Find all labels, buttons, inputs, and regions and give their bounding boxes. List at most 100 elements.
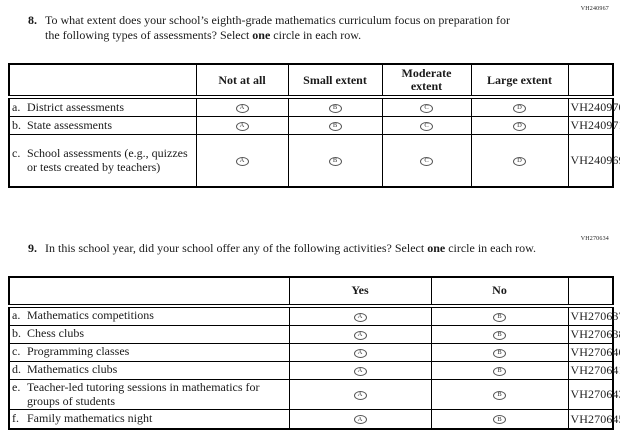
answer-cell-no: B	[430, 409, 569, 430]
assessment-header-moderate-extent: Moderate extent	[381, 63, 472, 100]
answer-cell-no: B	[430, 360, 569, 380]
table-row-state-assessments: b. State assessments A B C D VH240971	[8, 116, 620, 136]
row-letter: e.	[12, 379, 21, 394]
row-letter: c.	[12, 344, 21, 359]
row-label: Teacher-led tutoring sessions in mathema…	[27, 379, 260, 408]
option-bubble-no[interactable]: B	[493, 330, 506, 340]
option-bubble-b[interactable]: B	[328, 156, 342, 166]
row-label-cell: f. Family mathematics night	[8, 409, 290, 430]
row-label: District assessments	[27, 99, 124, 114]
activities-header-empty	[8, 276, 290, 308]
table-row-mathematics-clubs: d. Mathematics clubs A B VH270641	[8, 360, 620, 380]
answer-cell-moderate-extent: C	[381, 96, 472, 118]
question-9-text: In this school year, did your school off…	[45, 241, 536, 256]
option-bubble-c[interactable]: C	[420, 156, 433, 166]
question-8-bold-one: one	[252, 27, 271, 42]
assessment-extent-table: Not at all Small extent Moderate extent …	[8, 63, 620, 188]
row-label-cell: c. School assessments (e.g., quizzes or t…	[8, 134, 197, 188]
option-bubble-no[interactable]: B	[493, 348, 506, 358]
question-9-form-code: VH270634	[580, 235, 609, 242]
questionnaire-page: { "q8": { "code": "VH240967", "number": …	[0, 6, 620, 446]
row-label-cell: d. Mathematics clubs	[8, 360, 290, 380]
option-bubble-no[interactable]: B	[493, 312, 506, 322]
question-8-text-part1: To what extent does your school’s eighth…	[45, 13, 511, 42]
question-9-bold-one: one	[427, 240, 446, 255]
row-form-code: VH270637	[567, 305, 620, 326]
option-bubble-b[interactable]: B	[328, 104, 342, 113]
option-bubble-d[interactable]: D	[513, 104, 526, 113]
option-bubble-a[interactable]: A	[235, 104, 249, 113]
table-row-chess-clubs: b. Chess clubs A B VH270638	[8, 324, 620, 344]
option-bubble-yes[interactable]: A	[353, 348, 367, 358]
question-9-number: 9.	[28, 240, 37, 255]
answer-cell-not-at-all: A	[195, 116, 289, 136]
table-row-district-assessments: a. District assessments A B C D VH240970	[8, 96, 620, 118]
row-form-code: VH270638	[567, 324, 620, 344]
question-9-text-part1: In this school year, did your school off…	[45, 240, 428, 255]
option-bubble-yes[interactable]: A	[353, 390, 367, 400]
row-form-code: VH270643	[567, 378, 620, 411]
activities-table-header-row: Yes No	[8, 276, 614, 308]
answer-cell-not-at-all: A	[195, 134, 289, 188]
option-bubble-no[interactable]: B	[493, 366, 506, 376]
activities-header-yes: Yes	[288, 276, 432, 308]
row-letter: a.	[12, 99, 21, 114]
table-row-family-mathematics-night: f. Family mathematics night A B VH270645	[8, 409, 620, 430]
assessment-header-not-at-all: Not at all	[195, 63, 289, 100]
row-letter: b.	[12, 117, 21, 132]
option-bubble-d[interactable]: D	[513, 122, 526, 131]
answer-cell-no: B	[430, 305, 569, 326]
option-bubble-yes[interactable]: A	[353, 312, 367, 322]
row-label: Mathematics competitions	[27, 308, 154, 323]
row-label: School assessments (e.g., quizzes or tes…	[27, 145, 188, 174]
answer-cell-large-extent: D	[470, 116, 569, 136]
row-letter: c.	[12, 145, 21, 160]
option-bubble-c[interactable]: C	[420, 122, 433, 131]
answer-cell-yes: A	[288, 360, 432, 380]
answer-cell-not-at-all: A	[195, 96, 289, 118]
activities-header-no: No	[430, 276, 569, 308]
option-bubble-a[interactable]: A	[235, 156, 249, 166]
option-bubble-yes[interactable]: A	[353, 330, 367, 340]
answer-cell-yes: A	[288, 409, 432, 430]
row-letter: f.	[12, 411, 19, 426]
answer-cell-no: B	[430, 342, 569, 362]
answer-cell-moderate-extent: C	[381, 134, 472, 188]
table-row-mathematics-competitions: a. Mathematics competitions A B VH270637	[8, 305, 620, 326]
table-row-teacher-led-tutoring: e. Teacher-led tutoring sessions in mathe…	[8, 378, 620, 411]
assessment-header-large-extent: Large extent	[470, 63, 569, 100]
question-8-text-part2: circle in each row.	[270, 27, 362, 42]
answer-cell-large-extent: D	[470, 96, 569, 118]
assessment-table-header-row: Not at all Small extent Moderate extent …	[8, 63, 614, 100]
answer-cell-small-extent: B	[287, 116, 383, 136]
answer-cell-moderate-extent: C	[381, 116, 472, 136]
answer-cell-small-extent: B	[287, 134, 383, 188]
option-bubble-no[interactable]: B	[493, 390, 506, 400]
row-letter: a.	[12, 308, 21, 323]
row-letter: d.	[12, 362, 21, 377]
option-bubble-a[interactable]: A	[235, 122, 249, 131]
option-bubble-no[interactable]: B	[493, 415, 506, 425]
option-bubble-b[interactable]: B	[328, 122, 342, 131]
option-bubble-yes[interactable]: A	[353, 415, 367, 425]
row-form-code: VH270640	[567, 342, 620, 362]
row-label-cell: b. Chess clubs	[8, 324, 290, 344]
assessment-header-empty	[8, 63, 197, 100]
row-label: Mathematics clubs	[27, 362, 118, 377]
row-label: Chess clubs	[27, 326, 84, 341]
row-form-code: VH240970	[567, 96, 620, 118]
row-label-cell: c. Programming classes	[8, 342, 290, 362]
question-8-text: To what extent does your school’s eighth…	[45, 13, 513, 42]
question-9: VH270634 9. In this school year, did you…	[28, 236, 620, 256]
option-bubble-d[interactable]: D	[513, 156, 526, 166]
row-letter: b.	[12, 326, 21, 341]
table-row-programming-classes: c. Programming classes A B VH270640	[8, 342, 620, 362]
option-bubble-c[interactable]: C	[420, 104, 433, 113]
row-form-code: VH270641	[567, 360, 620, 380]
answer-cell-no: B	[430, 324, 569, 344]
row-label-cell: e. Teacher-led tutoring sessions in mathe…	[8, 378, 290, 411]
question-8-form-code: VH240967	[580, 6, 609, 12]
option-bubble-yes[interactable]: A	[353, 366, 367, 376]
activities-yes-no-table: Yes No a. Mathematics competitions A B VH…	[8, 275, 620, 430]
row-form-code: VH240971	[567, 116, 620, 136]
